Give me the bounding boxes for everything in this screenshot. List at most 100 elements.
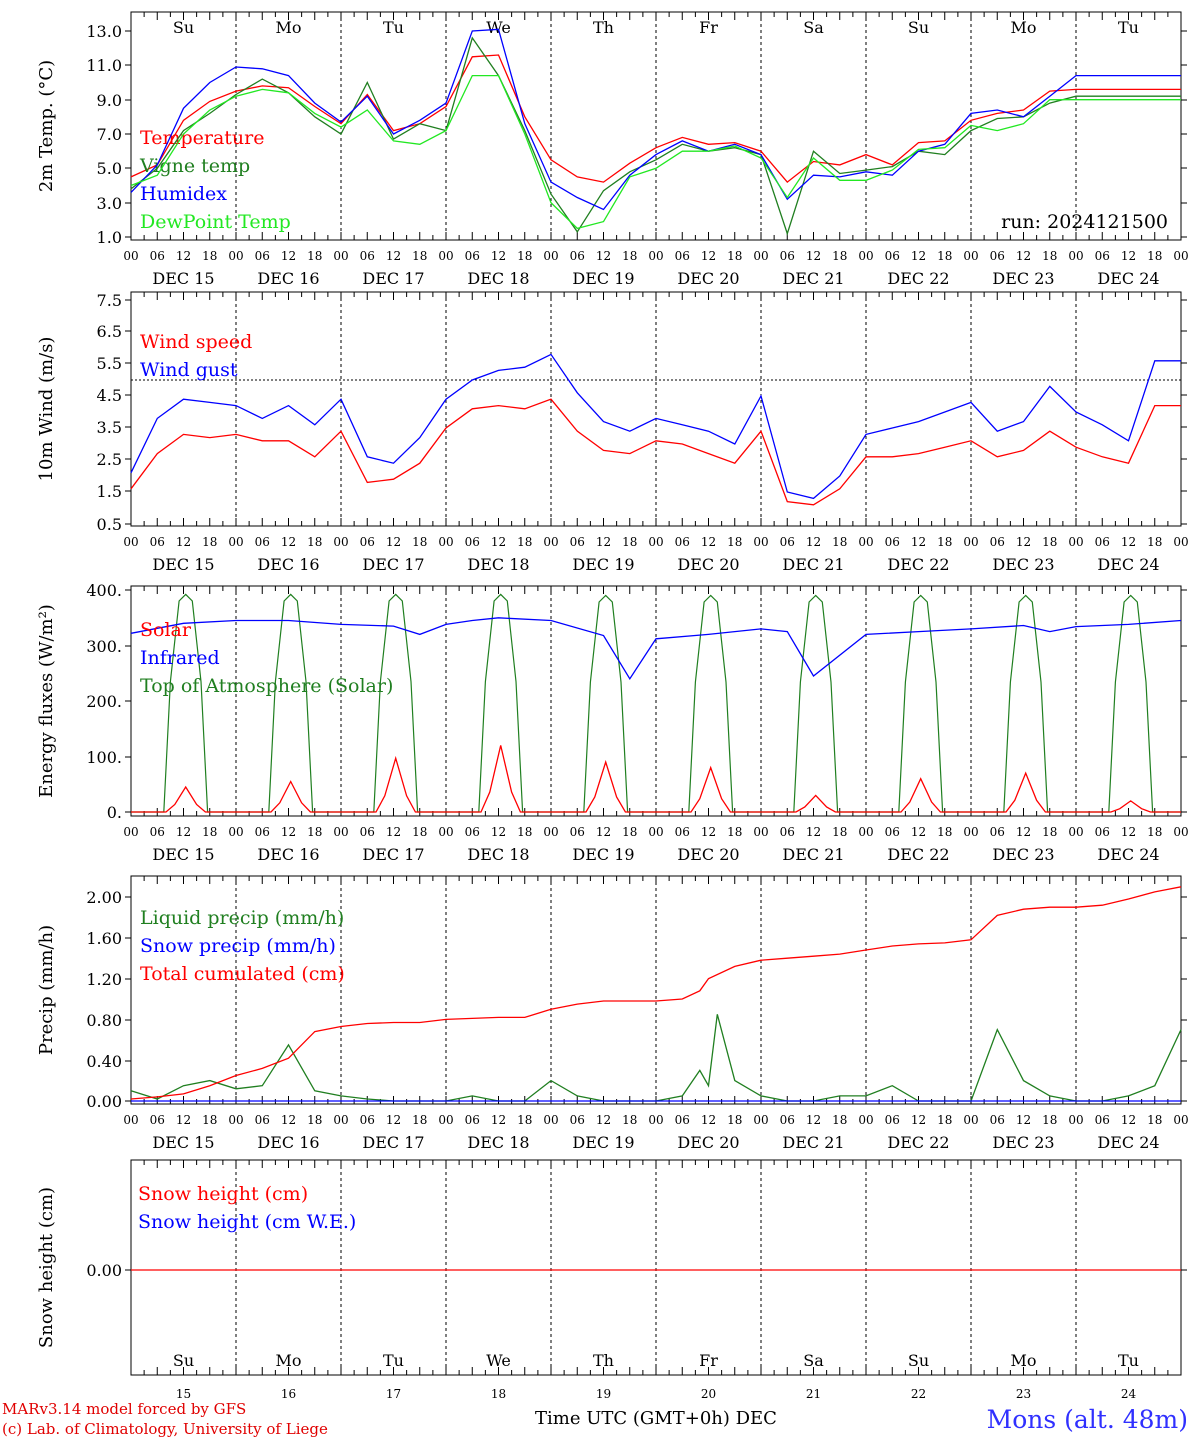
hour-label: 00 (1173, 1113, 1188, 1127)
legend-entry: Wind gust (140, 359, 238, 381)
y-tick-label: 7.5 (97, 291, 122, 310)
hour-label: 12 (176, 1113, 191, 1127)
bottom-day-name: Mo (1010, 1351, 1036, 1370)
hour-label: 18 (937, 1113, 952, 1127)
y-axis-label: Precip (mm/h) (36, 925, 57, 1055)
hour-label: 12 (596, 825, 611, 839)
hour-label: 18 (202, 249, 217, 263)
date-label: DEC 17 (362, 1133, 424, 1152)
hour-label: 18 (622, 249, 637, 263)
hour-label: 12 (491, 535, 506, 549)
hour-label: 06 (990, 535, 1005, 549)
date-label: DEC 19 (572, 845, 634, 864)
hour-label: 18 (202, 535, 217, 549)
date-label: DEC 20 (677, 845, 739, 864)
date-label: DEC 19 (572, 1133, 634, 1152)
hour-label: 00 (753, 535, 768, 549)
hour-label: 00 (1173, 825, 1188, 839)
bottom-date: 15 (176, 1387, 191, 1401)
date-label: DEC 23 (992, 555, 1054, 574)
hour-label: 00 (543, 825, 558, 839)
hour-label: 00 (228, 1113, 243, 1127)
station-name: Mons (alt. 48m) (987, 1405, 1188, 1434)
date-label: DEC 20 (677, 555, 739, 574)
hour-label: 06 (360, 825, 375, 839)
day-name: Mo (275, 18, 301, 37)
hour-label: 06 (255, 825, 270, 839)
y-tick-label: 1.0 (97, 228, 122, 247)
hour-label: 06 (255, 535, 270, 549)
y-tick-label: 13.0 (86, 22, 122, 41)
date-label: DEC 17 (362, 555, 424, 574)
date-label: DEC 23 (992, 1133, 1054, 1152)
y-tick-label: 0.5 (97, 515, 122, 534)
date-label: DEC 15 (152, 269, 214, 288)
y-tick-label: 0.00 (86, 1092, 122, 1111)
hour-label: 18 (517, 825, 532, 839)
bottom-date: 21 (806, 1387, 821, 1401)
date-label: DEC 18 (467, 269, 529, 288)
hour-label: 12 (1121, 1113, 1136, 1127)
date-label: DEC 24 (1097, 845, 1159, 864)
hour-label: 00 (963, 1113, 978, 1127)
y-tick-label: 9.0 (97, 91, 122, 110)
legend-entry: Total cumulated (cm) (140, 963, 345, 985)
y-tick-label: 0.80 (86, 1011, 122, 1030)
hour-label: 00 (858, 249, 873, 263)
hour-label: 00 (123, 535, 138, 549)
hour-label: 18 (412, 249, 427, 263)
date-label: DEC 24 (1097, 555, 1159, 574)
hour-label: 18 (622, 825, 637, 839)
series-humidex (130, 28, 1181, 211)
hour-label: 18 (412, 825, 427, 839)
hour-label: 06 (780, 535, 795, 549)
hour-label: 18 (622, 535, 637, 549)
legend-entry: Humidex (140, 183, 227, 205)
hour-label: 18 (1147, 535, 1162, 549)
panel-4 (125, 875, 1187, 1105)
date-label: DEC 15 (152, 1133, 214, 1152)
hour-label: 06 (150, 535, 165, 549)
series-solar (131, 745, 1181, 813)
bottom-date: 22 (911, 1387, 926, 1401)
legend-entry: Snow height (cm) (138, 1183, 308, 1205)
y-tick-label: 2.5 (97, 450, 122, 469)
hour-label: 06 (570, 249, 585, 263)
date-label: DEC 17 (362, 269, 424, 288)
hour-label: 18 (202, 1113, 217, 1127)
y-tick-label: 5.0 (97, 159, 122, 178)
hour-label: 18 (832, 249, 847, 263)
legend-entry: DewPoint Temp (140, 211, 291, 233)
hour-label: 06 (1095, 825, 1110, 839)
hour-label: 06 (885, 825, 900, 839)
hour-label: 12 (386, 535, 401, 549)
hour-label: 12 (701, 535, 716, 549)
hour-label: 00 (753, 825, 768, 839)
hour-label: 00 (858, 1113, 873, 1127)
hour-label: 12 (806, 825, 821, 839)
hour-label: 00 (543, 249, 558, 263)
hour-label: 12 (596, 1113, 611, 1127)
y-tick-label: 1.20 (86, 970, 122, 989)
hour-label: 00 (858, 535, 873, 549)
day-name: Tu (383, 18, 404, 37)
hour-label: 12 (806, 1113, 821, 1127)
date-label: DEC 24 (1097, 269, 1159, 288)
day-name: Tu (1118, 18, 1139, 37)
series-liquid-precip-mm-h- (130, 1014, 1182, 1102)
hour-label: 00 (333, 825, 348, 839)
hour-label: 06 (885, 1113, 900, 1127)
hour-label: 06 (780, 825, 795, 839)
date-label: DEC 20 (677, 1133, 739, 1152)
panel-5 (125, 1159, 1187, 1376)
panel-1 (125, 11, 1187, 241)
hour-label: 18 (412, 1113, 427, 1127)
hour-label: 00 (543, 1113, 558, 1127)
y-axis-label: Energy fluxes (W/m²) (36, 604, 57, 798)
date-label: DEC 19 (572, 269, 634, 288)
y-tick-label: 3.5 (97, 418, 122, 437)
hour-label: 12 (1121, 825, 1136, 839)
hour-label: 18 (622, 1113, 637, 1127)
bottom-date: 16 (281, 1387, 296, 1401)
y-axis-label: 2m Temp. (°C) (36, 60, 57, 192)
